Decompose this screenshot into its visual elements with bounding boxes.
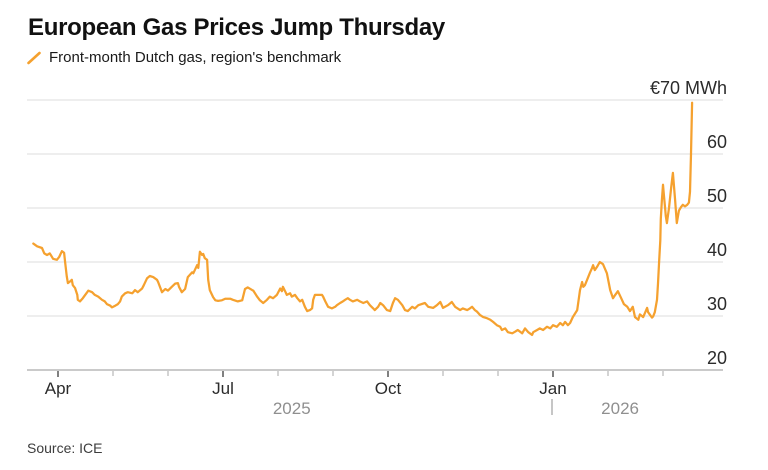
legend: Front-month Dutch gas, region's benchmar… — [26, 49, 341, 66]
x-tick-label: Apr — [45, 379, 72, 398]
y-tick-label: €70 MWh — [650, 78, 727, 98]
legend-series-label: Front-month Dutch gas, region's benchmar… — [49, 49, 342, 66]
x-tick-label: Jan — [539, 379, 566, 398]
y-tick-label: 50 — [707, 186, 727, 206]
y-tick-label: 60 — [707, 132, 727, 152]
x-tick-label: Jul — [212, 379, 234, 398]
price-line — [32, 101, 694, 337]
slash-icon — [27, 51, 41, 64]
y-tick-label: 40 — [707, 240, 727, 260]
year-label: 2025 — [273, 399, 311, 418]
y-tick-label: 20 — [707, 348, 727, 368]
year-label: 2026 — [601, 399, 639, 418]
y-tick-label: 30 — [707, 294, 727, 314]
x-tick-label: Oct — [375, 379, 402, 398]
source-note: Source: ICE — [27, 440, 103, 456]
page-title: European Gas Prices Jump Thursday — [28, 14, 445, 41]
